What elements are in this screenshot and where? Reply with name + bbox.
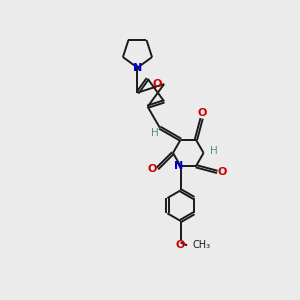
Text: N: N [133,63,142,73]
Text: CH₃: CH₃ [193,240,211,250]
Text: H: H [210,146,218,157]
Text: O: O [153,79,162,89]
Text: N: N [174,161,183,171]
Text: O: O [218,167,227,177]
Text: H: H [151,128,158,138]
Text: O: O [147,164,157,174]
Text: O: O [197,108,207,118]
Text: O: O [176,240,185,250]
